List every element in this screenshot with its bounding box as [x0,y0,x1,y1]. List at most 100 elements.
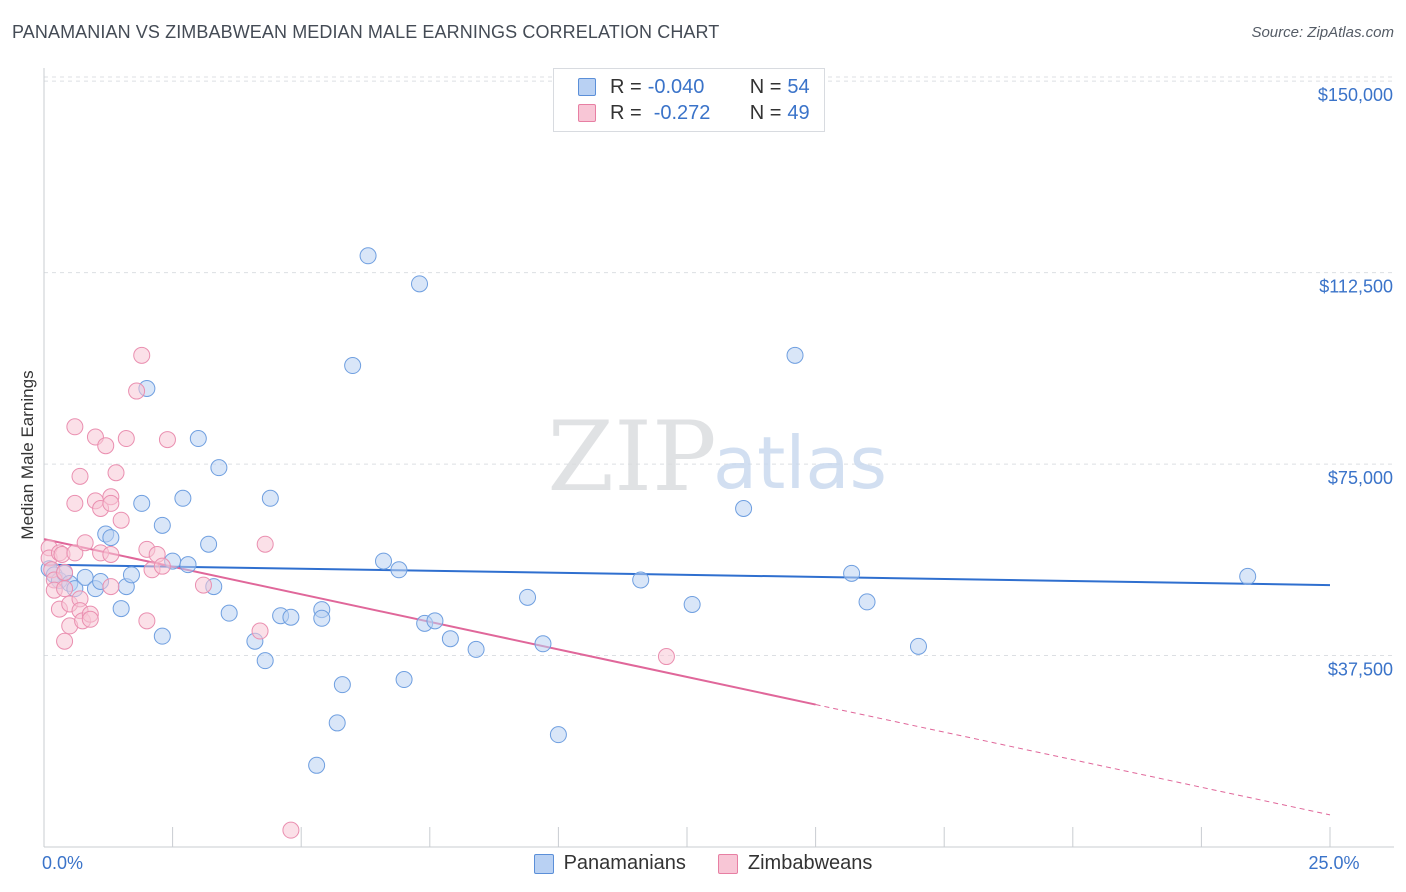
axis-labels: $37,500 $75,000 $112,500 $150,000 0.0% 25.0% M… [18,85,1393,873]
legend-r-value: -0.040 [647,75,705,98]
point-zimbabwean [158,431,176,449]
point-zimbabwean [282,821,300,839]
legend-r-value: -0.272 [653,101,711,124]
point-zimbabwean [117,430,135,448]
point-panamanian [102,529,120,547]
point-panamanian [534,635,552,653]
point-zimbabwean [102,545,120,563]
point-panamanian [153,627,171,645]
legend-n-value: 49 [787,101,810,124]
point-zimbabwean [56,580,74,598]
point-panamanian [256,652,274,670]
legend-row-zimbabweans: R = -0.272 N = 49 [578,101,810,125]
point-panamanian [909,637,927,655]
point-zimbabwean [256,535,274,553]
legend-item-panamanians[interactable]: Panamanians [533,852,686,875]
trend-line-panamanians [43,563,1331,587]
point-panamanian [333,676,351,694]
point-panamanian [112,600,130,618]
legend-swatch-zimbabweans [717,853,738,874]
point-panamanian [395,671,413,689]
legend-r-label: R = [610,75,642,98]
point-zimbabwean [657,648,675,666]
point-panamanian [390,561,408,579]
x-tick-label: 0.0% [42,853,83,873]
point-zimbabwean [153,557,171,575]
point-zimbabwean [194,576,212,594]
point-zimbabwean [76,534,94,552]
legend-r-label: R = [610,101,642,124]
point-zimbabwean [133,346,151,364]
legend-label-zimbabweans: Zimbabweans [747,852,873,874]
legend-label-panamanians: Panamanians [563,852,686,874]
point-zimbabwean [251,622,269,640]
point-panamanian [313,609,331,627]
chart-title: PANAMANIAN VS ZIMBABWEAN MEDIAN MALE EAR… [12,22,720,42]
y-tick-label: $150,000 [1318,85,1393,105]
point-panamanian [122,566,140,584]
y-tick-label: $75,000 [1328,468,1393,488]
point-panamanian [308,756,326,774]
point-panamanian [858,593,876,611]
point-panamanian [441,630,459,648]
legend-n-label: N = [749,101,782,124]
legend-swatch-panamanians [533,853,554,874]
point-zimbabwean [66,494,84,512]
watermark-atlas: atlas [713,421,887,505]
point-zimbabwean [81,610,99,628]
point-panamanian [344,357,362,375]
point-panamanian [189,430,207,448]
data-points [40,247,1257,839]
point-zimbabwean [102,494,120,512]
legend-n-value: 54 [787,75,810,98]
legend-swatch-zimbabweans [578,104,596,122]
point-panamanian [1239,567,1257,585]
point-zimbabwean [107,464,125,482]
point-panamanian [519,588,537,606]
point-panamanian [375,552,393,570]
legend-swatch-panamanians [578,78,596,96]
point-panamanian [174,489,192,507]
point-zimbabwean [66,544,84,562]
point-panamanian [426,612,444,630]
point-zimbabwean [102,578,120,596]
point-zimbabwean [138,612,156,630]
trend-line-zimbabweans-extension [815,704,1331,816]
series-legend: Panamanians Zimbabweans [0,852,1406,875]
trend-lines [43,538,1331,816]
legend-n-label: N = [749,75,782,98]
point-zimbabwean [66,418,84,436]
point-panamanian [220,604,238,622]
point-zimbabwean [97,437,115,455]
watermark-zip: ZIP [547,401,716,513]
point-panamanian [683,595,701,613]
legend-item-zimbabweans[interactable]: Zimbabweans [717,852,873,875]
point-zimbabwean [56,563,74,581]
axes [43,68,1394,848]
point-zimbabwean [56,632,74,650]
correlation-legend: R = -0.040 N = 54 R = -0.272 N = 49 [553,68,825,132]
point-panamanian [261,489,279,507]
point-panamanian [843,564,861,582]
y-axis-label: Median Male Earnings [18,370,37,539]
y-tick-label: $112,500 [1319,277,1393,297]
point-panamanian [632,571,650,589]
point-zimbabwean [128,382,146,400]
y-tick-label: $37,500 [1328,660,1393,680]
point-panamanian [200,535,218,553]
point-panamanian [411,275,429,293]
point-zimbabwean [71,467,89,485]
point-panamanian [282,608,300,626]
x-tick-label: 25.0% [1308,853,1359,873]
point-panamanian [735,499,753,517]
point-panamanian [153,516,171,534]
point-zimbabwean [112,511,130,529]
point-panamanian [467,640,485,658]
legend-row-panamanians: R = -0.040 N = 54 [578,75,810,99]
watermark: ZIP atlas [547,401,887,513]
source-credit: Source: ZipAtlas.com [1251,24,1394,41]
point-panamanian [210,459,228,477]
point-panamanian [179,556,197,574]
point-panamanian [786,346,804,364]
